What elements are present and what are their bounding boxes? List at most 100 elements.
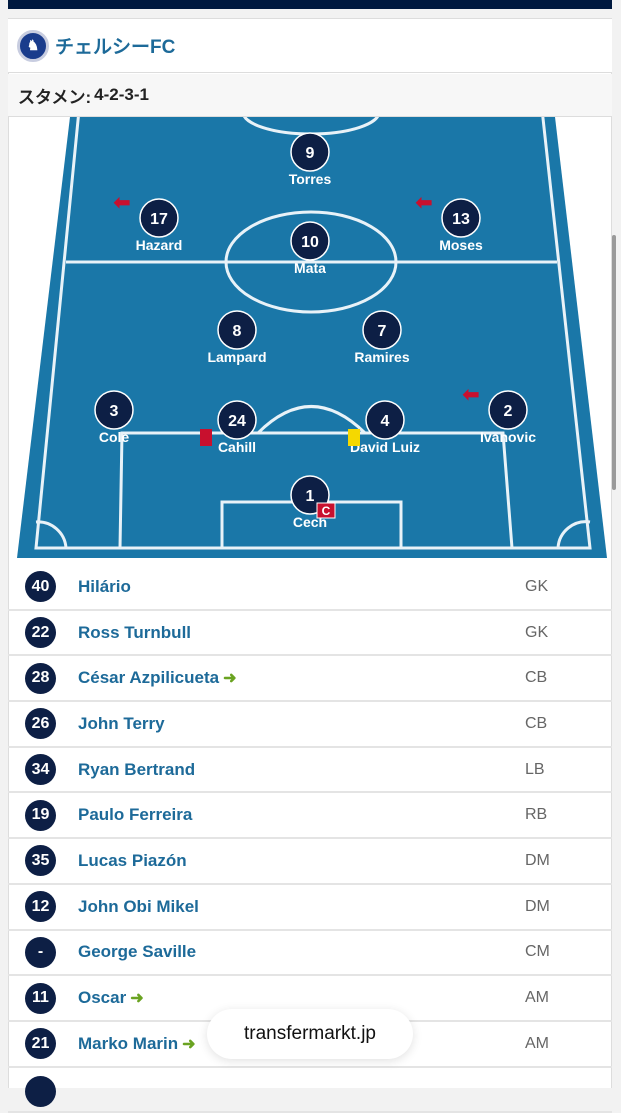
player-token[interactable]: 8 Lampard [207,310,267,365]
player-token[interactable]: 10 Mata [290,221,330,276]
player-link[interactable]: Ross Turnbull [78,623,191,643]
player-link[interactable]: John Terry [78,714,165,734]
bench-row: 12 John Obi Mikel DM [8,885,612,931]
player-number-circle [362,310,402,350]
player-token[interactable]: 2 Ivanovic ⬅ [463,384,537,445]
bench-row: 19 Paulo Ferreira RB [8,793,612,840]
shirt-number: 11 [25,982,56,1014]
player-token[interactable]: 13 Moses ⬅ [416,192,483,253]
player-number-circle [290,132,330,172]
formation-header: スタメン: 4-2-3-1 [8,74,612,117]
player-name: Ivanovic [480,429,536,445]
player-position: GK [525,623,549,641]
shirt-number-circle [25,1075,56,1107]
player-token[interactable]: 17 Hazard ⬅ [114,192,183,253]
player-token[interactable]: 9 Torres [289,132,332,187]
substitution-in-icon: ➜ [130,990,144,1008]
player-number-circle [365,400,405,440]
player-token[interactable]: 4 David Luiz [348,400,420,455]
player-position: DM [525,851,550,869]
shirt-number: 35 [25,845,56,877]
shirt-number: 22 [25,617,56,649]
player-number: 2 [504,403,513,420]
player-number-circle [94,390,134,430]
scrollbar[interactable] [612,235,616,490]
player-link[interactable]: Hilário [78,577,131,597]
player-name: Torres [289,171,332,187]
player-link[interactable]: George Saville [78,942,196,962]
player-name: Cole [99,429,130,445]
player-link[interactable]: César Azpilicueta ➜ [78,668,237,688]
shirt-number: 19 [25,799,56,831]
substitution-in-icon: ➜ [182,1035,196,1053]
club-header[interactable]: ♞ チェルシーFC [8,18,612,73]
player-number: 7 [378,323,387,340]
substitution-in-icon: ➜ [223,670,237,688]
top-nav-bar [8,0,612,9]
player-number: 17 [150,211,168,228]
bench-row: 28 César Azpilicueta ➜ CB [8,656,612,703]
bench-row: 22 Ross Turnbull GK [8,611,612,657]
player-link[interactable]: Lucas Piazón [78,851,187,871]
player-token[interactable]: 3 Cole [94,390,134,445]
shirt-number: 28 [25,662,56,694]
player-link[interactable]: Ryan Bertrand [78,760,195,780]
player-name: Lampard [207,349,266,365]
player-link[interactable]: John Obi Mikel [78,897,199,917]
substitution-out-icon: ⬅ [416,192,433,214]
player-link[interactable]: Paulo Ferreira [78,805,192,825]
player-number: 10 [301,234,319,251]
player-token[interactable]: 7 Ramires [354,310,410,365]
shirt-number: - [25,936,56,968]
player-position: CB [525,669,548,687]
substitution-out-icon: ⬅ [463,384,480,406]
shirt-number: 34 [25,754,56,786]
player-name: John Obi Mikel [78,896,199,916]
player-number: 3 [110,403,119,420]
url-domain: transfermarkt.jp [244,1023,376,1044]
bench-row: 26 John Terry CB [8,702,612,748]
player-position: CM [525,943,550,961]
shirt-number: 21 [25,1028,56,1060]
browser-url-pill[interactable]: transfermarkt.jp [207,1009,413,1059]
shirt-number: 40 [25,571,56,603]
red-card-icon [200,429,212,446]
player-name: John Terry [78,713,165,733]
player-name: Hilário [78,576,131,596]
bench-row-partial [8,1068,612,1113]
player-number-circle [290,221,330,261]
player-name: Marko Marin [78,1033,179,1053]
player-name: Mata [294,260,326,276]
player-link[interactable]: Oscar ➜ [78,988,144,1008]
player-position: GK [525,577,549,595]
player-name: Hazard [136,237,183,253]
player-number-circle [441,198,481,238]
player-token[interactable]: 24 Cahill [200,400,257,455]
player-number-circle [488,390,528,430]
substitution-out-icon: ⬅ [114,192,131,214]
bench-row: 21 Marko Marin ➜ AM [8,1022,612,1068]
bench-row: 35 Lucas Piazón DM [8,839,612,885]
captain-label: C [322,504,331,518]
player-number-circle [217,310,257,350]
bench-row: 40 Hilário GK [8,565,612,611]
player-name: Ramires [354,349,409,365]
yellow-card-icon [348,429,360,446]
bench-list: 40 Hilário GK 22 Ross Turnbull GK 28 César… [8,565,612,1113]
club-name-link[interactable]: チェルシーFC [55,37,176,58]
player-position: AM [525,1034,549,1052]
formation-value: 4-2-3-1 [94,85,149,104]
player-number: 9 [306,145,315,162]
player-name: César Azpilicueta [78,668,220,688]
player-number: 1 [306,488,315,505]
player-name: Lucas Piazón [78,850,187,870]
player-name: Oscar [78,988,127,1008]
chelsea-crest-icon: ♞ [17,29,49,62]
player-link[interactable]: Marko Marin ➜ [78,1034,196,1054]
player-name: Cahill [218,439,256,455]
player-name: Moses [439,237,483,253]
formation-label: スタメン: [18,87,92,107]
player-name: David Luiz [350,439,420,455]
